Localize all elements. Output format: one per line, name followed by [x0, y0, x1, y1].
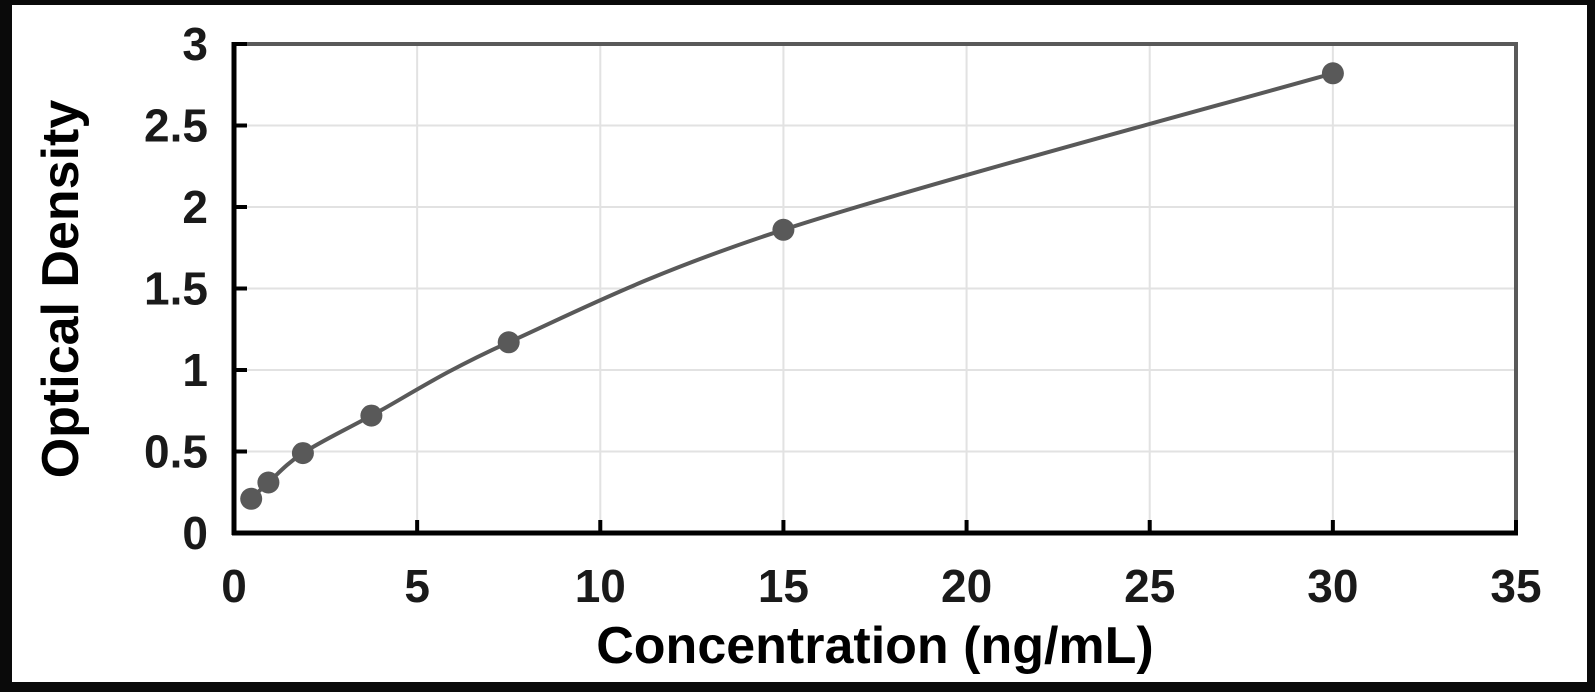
data-point-marker [497, 331, 520, 354]
series-layer [240, 62, 1344, 510]
x-axis-title: Concentration (ng/mL) [596, 617, 1154, 675]
gridlines-layer [234, 44, 1516, 533]
ticks-layer [232, 42, 1518, 535]
y-tick-label: 0 [182, 507, 208, 559]
x-tick-label: 20 [941, 560, 992, 612]
x-tick-label: 0 [221, 560, 247, 612]
data-point-marker [240, 487, 263, 510]
data-point-marker [772, 218, 795, 241]
x-tick-label: 10 [575, 560, 626, 612]
y-tick-label: 1 [182, 344, 208, 396]
y-tick-label: 0.5 [144, 426, 208, 478]
plot-border-layer [232, 42, 1518, 533]
data-point-marker [291, 442, 314, 465]
y-tick-label: 3 [182, 18, 208, 70]
y-axis-title: Optical Density [32, 100, 90, 479]
data-point-marker [360, 404, 383, 427]
y-tick-label: 1.5 [144, 263, 208, 315]
y-tick-label: 2 [182, 181, 208, 233]
x-tick-label: 30 [1307, 560, 1358, 612]
x-tick-label: 15 [758, 560, 809, 612]
x-tick-label: 5 [404, 560, 430, 612]
x-tick-label: 35 [1490, 560, 1541, 612]
series-curve [249, 71, 1335, 501]
data-point-marker [1321, 62, 1344, 85]
x-tick-label: 25 [1124, 560, 1175, 612]
data-point-marker [257, 471, 280, 494]
tick-labels-layer: 0 5 10 15 20 25 30 35 0 0.5 1 1.5 2 2.5 3 [144, 18, 1542, 612]
y-tick-label: 2.5 [144, 100, 208, 152]
